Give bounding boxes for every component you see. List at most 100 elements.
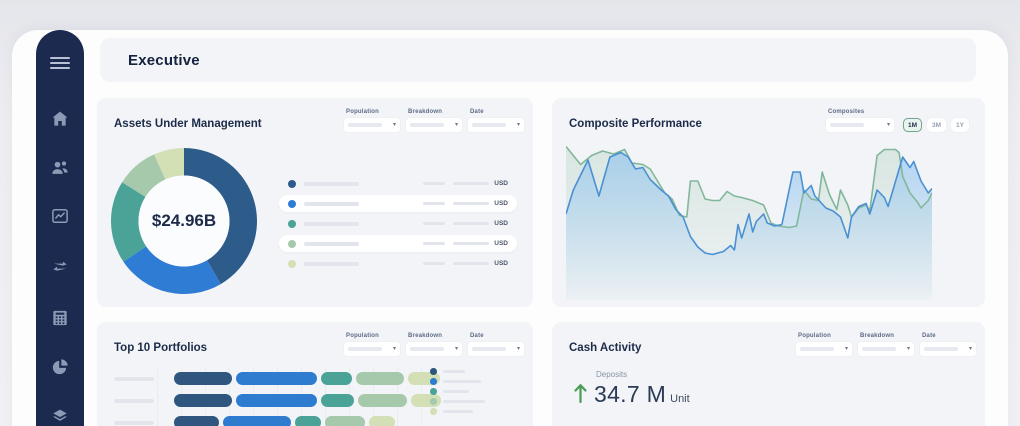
portfolio-bar-row — [114, 394, 516, 407]
range-button-group: 1M 3M 1Y — [902, 118, 969, 132]
top10-legend-row — [430, 367, 516, 376]
top10-legend-row — [430, 377, 516, 386]
placeholder-line — [304, 221, 359, 226]
bar-segment — [356, 372, 404, 385]
placeholder-line — [453, 221, 490, 226]
placeholder-line — [410, 123, 444, 127]
sidebar-item-holdings[interactable] — [36, 402, 84, 426]
filter-label: Breakdown — [408, 109, 443, 115]
sidebar-item-allocation[interactable] — [36, 354, 84, 380]
aum-legend-row[interactable]: USD — [279, 175, 517, 192]
menu-icon[interactable] — [36, 50, 84, 76]
card-title: Composite Performance — [569, 118, 702, 130]
donut-center-value: $24.96B — [151, 211, 217, 230]
filter-label: Date — [470, 109, 484, 115]
metric-unit: Unit — [670, 393, 690, 405]
sidebar-item-performance[interactable] — [36, 203, 84, 229]
placeholder-line — [114, 398, 154, 403]
sidebar-item-home[interactable] — [36, 106, 84, 132]
composites-select[interactable]: ▾ — [825, 118, 894, 132]
legend-dot — [430, 378, 437, 385]
placeholder-line — [114, 420, 154, 425]
breakdown-select[interactable]: ▾ — [406, 342, 462, 356]
placeholder-line — [924, 347, 958, 351]
filter-label: Breakdown — [860, 333, 895, 339]
chevron-down-icon: ▾ — [454, 122, 458, 128]
aum-legend-row[interactable]: USD — [279, 195, 517, 212]
legend-dot — [430, 408, 437, 415]
placeholder-line — [304, 261, 359, 266]
date-select[interactable]: ▾ — [920, 342, 976, 356]
top10-filters: Population ▾ Breakdown ▾ Date ▾ — [344, 333, 524, 356]
portfolio-bar-row — [114, 416, 516, 426]
range-button-3m[interactable]: 3M — [927, 118, 947, 132]
chart-board-icon — [52, 209, 68, 223]
bar-segment — [321, 372, 353, 385]
currency-label: USD — [494, 240, 508, 247]
composite-area-chart — [566, 145, 932, 300]
placeholder-line — [114, 376, 154, 381]
card-top10-portfolios: Top 10 Portfolios Population ▾ Breakdown… — [97, 322, 533, 426]
filter-label: Population — [346, 333, 379, 339]
sidebar — [36, 30, 84, 426]
placeholder-line — [453, 181, 490, 186]
donut-chart-svg — [111, 148, 257, 294]
legend-dot — [430, 398, 437, 405]
filter-label: Composites — [827, 109, 865, 115]
aum-donut-chart: $24.96B — [111, 148, 257, 294]
bar-segment — [174, 394, 232, 407]
bar-segment — [294, 416, 321, 426]
placeholder-line — [472, 123, 506, 127]
chevron-down-icon: ▾ — [392, 122, 396, 128]
aum-filters: Population ▾ Breakdown ▾ Date ▾ — [344, 109, 524, 132]
pie-chart-icon — [52, 359, 68, 375]
card-title: Top 10 Portfolios — [114, 342, 208, 354]
legend-dot — [430, 388, 437, 395]
range-button-1m[interactable]: 1M — [902, 118, 923, 132]
sidebar-item-clients[interactable] — [36, 155, 84, 181]
filter-label: Population — [798, 333, 831, 339]
population-select[interactable]: ▾ — [344, 118, 400, 132]
bar-segment — [368, 416, 395, 426]
card-title: Cash Activity — [569, 342, 642, 354]
sidebar-item-calculator[interactable] — [36, 305, 84, 331]
page-title: Executive — [128, 51, 200, 69]
sidebar-item-transactions[interactable] — [36, 253, 84, 279]
composite-blue-area — [566, 152, 932, 300]
portfolio-bar-row — [114, 372, 516, 385]
aum-legend-row[interactable]: USD — [279, 215, 517, 232]
bar-segment — [358, 394, 408, 407]
top10-legend-row — [430, 407, 516, 416]
date-select[interactable]: ▾ — [468, 118, 524, 132]
metric-value: 34.7 M — [594, 381, 667, 407]
chevron-down-icon: ▾ — [906, 346, 910, 352]
filter-label: Date — [922, 333, 936, 339]
placeholder-line — [442, 370, 465, 373]
breakdown-select[interactable]: ▾ — [858, 342, 914, 356]
placeholder-line — [442, 380, 481, 383]
chevron-down-icon: ▾ — [392, 346, 396, 352]
users-icon — [52, 161, 68, 174]
filter-label: Population — [346, 109, 379, 115]
population-select[interactable]: ▾ — [344, 342, 400, 356]
deposits-metric: Deposits 34.7 M Unit — [573, 370, 690, 408]
range-button-1y[interactable]: 1Y — [951, 118, 969, 132]
currency-label: USD — [494, 220, 508, 227]
chevron-down-icon: ▾ — [454, 346, 458, 352]
aum-legend-row[interactable]: USD — [279, 255, 517, 272]
breakdown-select[interactable]: ▾ — [406, 118, 462, 132]
placeholder-line — [829, 123, 864, 127]
aum-legend-row[interactable]: USD — [279, 235, 517, 252]
population-select[interactable]: ▾ — [796, 342, 852, 356]
placeholder-line — [423, 201, 446, 206]
currency-label: USD — [494, 180, 508, 187]
legend-dot — [288, 239, 296, 248]
card-cash-activity: Cash Activity Population ▾ Breakdown ▾ D… — [552, 322, 985, 426]
placeholder-line — [304, 181, 359, 186]
date-select[interactable]: ▾ — [468, 342, 524, 356]
donut-segment-4 — [122, 154, 166, 197]
bar-segment — [235, 372, 318, 385]
placeholder-line — [800, 347, 834, 351]
placeholder-line — [423, 241, 446, 246]
bar-segment — [174, 416, 219, 426]
